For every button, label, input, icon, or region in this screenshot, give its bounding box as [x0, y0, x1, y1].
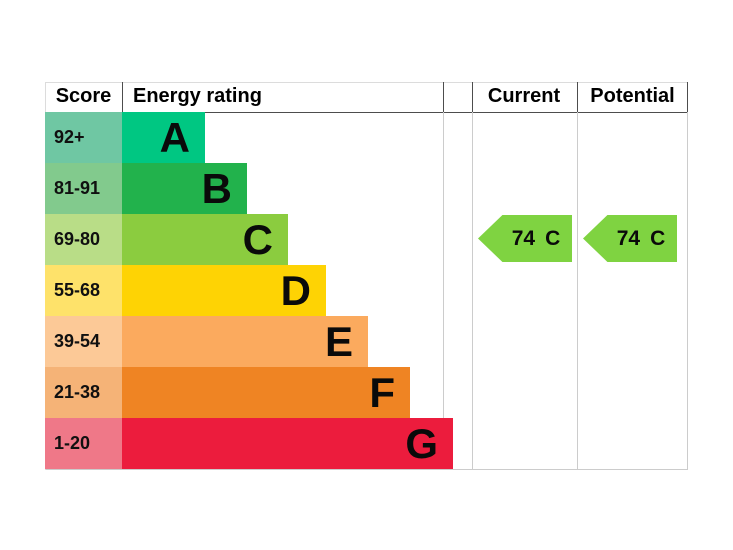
grid-line-energy-right-header — [443, 82, 444, 112]
grid-line-current-right-header — [577, 82, 578, 112]
band-letter: B — [201, 164, 232, 212]
band-letter: C — [242, 215, 273, 263]
score-range-label: 21-38 — [45, 367, 122, 418]
band-letter: G — [405, 419, 438, 467]
band-row-a: 92+ A — [45, 112, 688, 163]
score-range-label: 92+ — [45, 112, 122, 163]
score-range-label: 81-91 — [45, 163, 122, 214]
grid-line-current-right-body — [577, 112, 578, 470]
energy-band-bar-b: B — [122, 163, 247, 214]
band-row-b: 81-91 B — [45, 163, 688, 214]
band-row-c: 69-80 C — [45, 214, 688, 265]
energy-band-bar-a: A — [122, 112, 205, 163]
score-column-header: Score — [55, 85, 112, 107]
band-row-f: 21-38 F — [45, 367, 688, 418]
potential-column-header: Potential — [590, 85, 675, 107]
grid-line-top — [45, 82, 687, 83]
current-rating-letter: C — [545, 226, 561, 250]
band-letter: E — [324, 317, 353, 365]
score-range-label: 1-20 — [45, 418, 122, 469]
energy-band-bar-f: F — [122, 367, 410, 418]
band-letter: F — [369, 368, 395, 416]
grid-line-right-body — [687, 112, 688, 470]
energy-rating-column-header: Energy rating — [133, 85, 262, 107]
energy-band-bar-e: E — [122, 316, 368, 367]
potential-rating-value: 74 — [616, 226, 641, 250]
grid-line-header-underline — [45, 112, 687, 113]
current-rating-value: 74 — [511, 226, 536, 250]
score-range-label: 39-54 — [45, 316, 122, 367]
energy-band-bar-d: D — [122, 265, 326, 316]
current-column-header: Current — [487, 85, 561, 107]
grid-line-score-sep — [122, 82, 123, 112]
energy-band-bar-c: C — [122, 214, 288, 265]
band-row-d: 55-68 D — [45, 265, 688, 316]
energy-band-bar-g: G — [122, 418, 453, 469]
score-range-label: 69-80 — [45, 214, 122, 265]
band-letter: A — [159, 113, 190, 161]
band-row-g: 1-20 G — [45, 418, 688, 469]
grid-line-current-left-header — [472, 82, 473, 112]
grid-line-current-left-body — [472, 112, 473, 470]
epc-table: Score Energy rating Current Potential 92… — [45, 82, 688, 470]
potential-rating-letter: C — [650, 226, 666, 250]
grid-line-right-header — [687, 82, 688, 112]
grid-line-energy-right-body — [443, 112, 444, 470]
grid-line-bottom — [45, 469, 687, 470]
band-letter: D — [280, 266, 311, 314]
band-row-e: 39-54 E — [45, 316, 688, 367]
score-range-label: 55-68 — [45, 265, 122, 316]
